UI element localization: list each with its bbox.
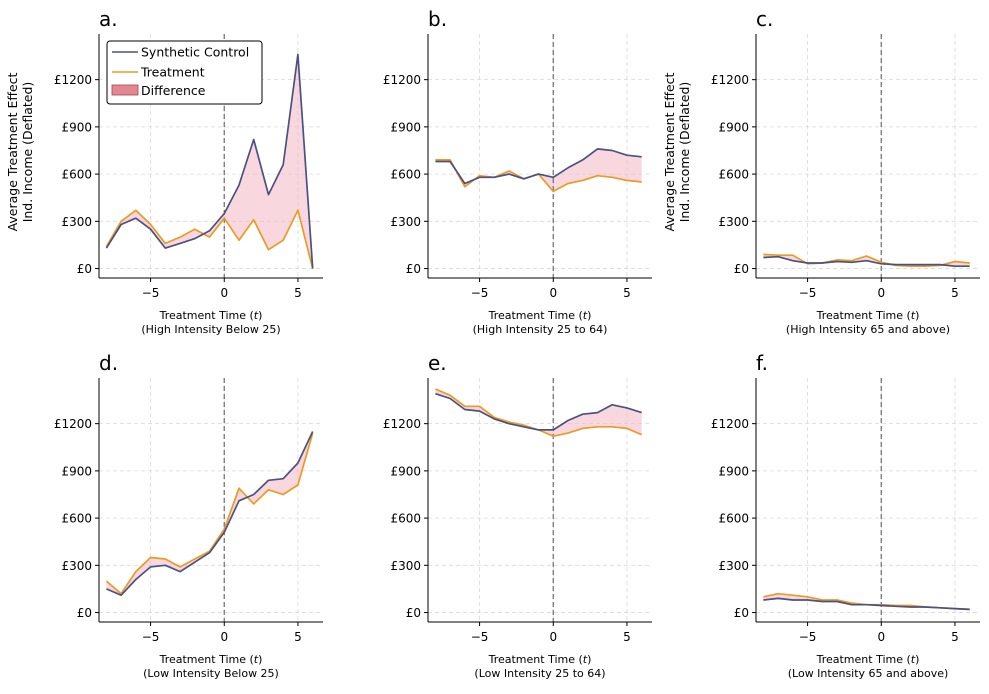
synthetic-control-line: [106, 431, 314, 597]
x-tick-label: −5: [799, 630, 817, 644]
x-tick-label: 0: [220, 286, 228, 300]
x-axis-subtitle: (High Intensity 65 and above): [786, 323, 950, 336]
y-tick-label: £1200: [383, 73, 421, 87]
panel-f: £0 £300 £600 £900 £1200 −5 0 5 f. Treatment Time …: [711, 351, 980, 680]
x-tick-label: 0: [549, 286, 557, 300]
y-tick-label: £1200: [54, 417, 92, 431]
panel-letter: b.: [428, 7, 447, 31]
x-tick-label: 5: [951, 286, 959, 300]
y-tick-label: £300: [390, 559, 421, 573]
y-tick-label: £1200: [711, 417, 749, 431]
y-tick-label: £0: [77, 606, 92, 620]
difference-area: [435, 389, 642, 437]
y-tick-label: £900: [61, 120, 92, 134]
y-tick-label: £300: [61, 215, 92, 229]
treatment-line: [763, 253, 970, 268]
x-axis-label: Treatment Time (t): [488, 309, 592, 322]
y-tick-label: £900: [718, 120, 749, 134]
x-tick-label: −5: [799, 286, 817, 300]
x-axis-label: Treatment Time (t): [488, 653, 592, 666]
x-axis-label: Treatment Time (t): [816, 653, 920, 666]
y-tick-label: £900: [390, 120, 421, 134]
x-tick-label: 5: [623, 286, 631, 300]
y-axis-label-line1: Average Treatment Effect: [662, 72, 677, 231]
panel-e: £0 £300 £600 £900 £1200 −5 0 5 e. Treatment Time …: [383, 351, 652, 680]
legend-box: [106, 40, 263, 105]
x-axis-subtitle: (Low Intensity 25 to 64): [474, 667, 605, 680]
x-axis-subtitle: (High Intensity Below 25): [141, 323, 280, 336]
x-axis-label: Treatment Time (t): [816, 309, 920, 322]
y-tick-label: £300: [390, 215, 421, 229]
treatment-line: [105, 209, 314, 269]
y-tick-label: £0: [734, 262, 749, 276]
y-axis-label-line2: Ind. Income (Deflated): [20, 82, 35, 223]
synthetic-control-line: [105, 53, 314, 269]
y-tick-label: £600: [390, 168, 421, 182]
y-tick-label: £300: [718, 215, 749, 229]
x-tick-label: −5: [471, 286, 489, 300]
y-tick-label: £900: [390, 464, 421, 478]
y-tick-label: £0: [77, 262, 92, 276]
x-tick-label: 0: [877, 286, 885, 300]
synthetic-control-line: [763, 597, 970, 611]
panel-letter: a.: [99, 7, 118, 31]
difference-area: [763, 593, 970, 610]
y-tick-label: £600: [390, 512, 421, 526]
x-tick-label: 0: [220, 630, 228, 644]
panel-letter: f.: [756, 351, 768, 375]
y-tick-label: £1200: [711, 73, 749, 87]
y-tick-label: £0: [406, 606, 421, 620]
x-tick-label: 5: [951, 630, 959, 644]
legend-label-difference: Difference: [141, 83, 206, 98]
y-tick-label: £0: [406, 262, 421, 276]
legend-label-treatment: Treatment: [140, 65, 205, 80]
panel-b: £0 £300 £600 £900 £1200 −5 0 5 b. Treatment Time …: [383, 7, 652, 336]
x-tick-label: 0: [549, 630, 557, 644]
y-axis-label-line1: Average Treatment Effect: [5, 72, 20, 231]
x-tick-label: 5: [294, 286, 302, 300]
x-tick-label: −5: [142, 286, 160, 300]
synthetic-control-line: [435, 148, 642, 185]
x-tick-label: −5: [142, 630, 160, 644]
y-axis-label-a: Average Treatment Effect Ind. Income (Def…: [5, 72, 35, 231]
panel-letter: c.: [756, 7, 773, 31]
legend-label-synthetic: Synthetic Control: [141, 45, 249, 60]
y-tick-label: £600: [61, 512, 92, 526]
y-tick-label: £900: [718, 464, 749, 478]
panel-letter: e.: [428, 351, 447, 375]
x-axis-label: Treatment Time (t): [159, 653, 263, 666]
x-tick-label: 5: [294, 630, 302, 644]
y-tick-label: £600: [718, 168, 749, 182]
legend: Synthetic Control Treatment Difference: [106, 40, 263, 105]
x-tick-label: 5: [623, 630, 631, 644]
y-axis-label-line2: Ind. Income (Deflated): [677, 82, 692, 223]
panel-letter: d.: [99, 351, 118, 375]
treatment-line: [105, 432, 314, 595]
y-axis-label-c: Average Treatment Effect Ind. Income (Def…: [662, 72, 692, 231]
y-tick-label: £300: [718, 559, 749, 573]
difference-area: [106, 54, 313, 269]
synthetic-control-line: [435, 392, 642, 431]
x-axis-subtitle: (Low Intensity 65 and above): [788, 667, 949, 680]
x-axis-label: Treatment Time (t): [159, 309, 263, 322]
x-axis-subtitle: (Low Intensity Below 25): [143, 667, 279, 680]
y-tick-label: £1200: [54, 73, 92, 87]
y-tick-label: £1200: [383, 417, 421, 431]
legend-swatch-difference: [111, 84, 139, 96]
panel-d: £0 £300 £600 £900 £1200 −5 0 5 d. Treatment Time …: [54, 351, 323, 680]
y-tick-label: £300: [61, 559, 92, 573]
y-tick-label: £600: [718, 512, 749, 526]
x-axis-subtitle: (High Intensity 25 to 64): [473, 323, 608, 336]
panel-c: £0 £300 £600 £900 £1200 −5 0 5 c. Treatment Time …: [711, 7, 980, 336]
x-tick-label: 0: [877, 630, 885, 644]
x-tick-label: −5: [471, 630, 489, 644]
y-tick-label: £600: [61, 168, 92, 182]
y-tick-label: £0: [734, 606, 749, 620]
y-tick-label: £900: [61, 464, 92, 478]
difference-area: [435, 148, 642, 192]
synthetic-control-line: [763, 255, 970, 268]
